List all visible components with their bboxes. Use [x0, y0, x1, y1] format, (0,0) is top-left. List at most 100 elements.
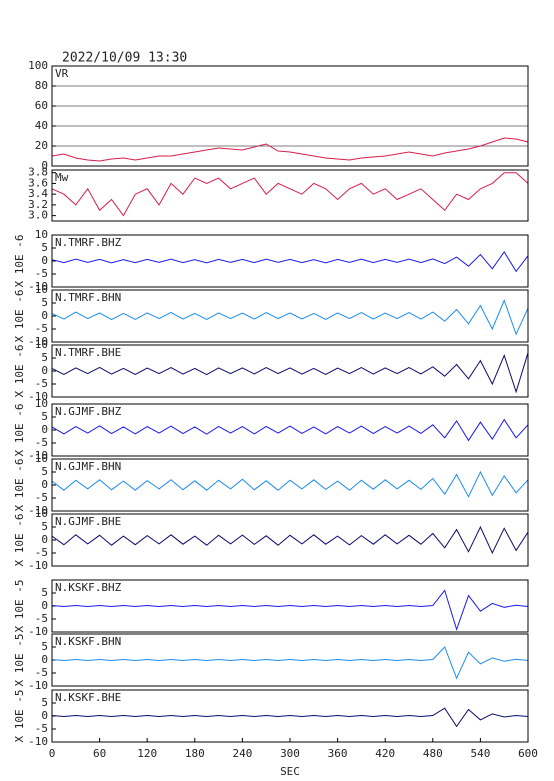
x-tick-label: 180 — [185, 747, 205, 760]
y-tick-label: 5 — [41, 351, 48, 364]
y-tick-label: 100 — [28, 59, 48, 72]
y-axis-label: X 10E -6 — [13, 235, 26, 288]
y-axis-label: X 10E -6 — [13, 514, 26, 567]
panel-label: N.KSKF.BHE — [55, 691, 121, 704]
y-tick-label: 10 — [35, 452, 48, 465]
y-axis-label: X 10E -6 — [13, 404, 26, 457]
y-tick-label: 10 — [35, 283, 48, 296]
y-tick-label: -10 — [28, 335, 48, 348]
trace — [51, 707, 529, 728]
y-tick-label: 0 — [41, 423, 48, 436]
panel-label: N.GJMF.BHE — [55, 515, 121, 528]
panel-label: N.TMRF.BHE — [55, 346, 121, 359]
trace — [51, 299, 529, 336]
chart-title: 2022/10/09 13:30 — [62, 51, 187, 66]
x-tick-label: 540 — [470, 747, 490, 760]
y-tick-label: -5 — [35, 666, 48, 679]
x-tick-label: 120 — [137, 747, 157, 760]
y-tick-label: 5 — [41, 241, 48, 254]
y-tick-label: 40 — [35, 119, 48, 132]
y-tick-label: -10 — [28, 449, 48, 462]
y-tick-label: 5 — [41, 586, 48, 599]
x-tick-label: 0 — [49, 747, 56, 760]
panel-label: N.TMRF.BHN — [55, 291, 121, 304]
y-tick-label: 3.4 — [28, 187, 48, 200]
y-tick-label: 3.6 — [28, 176, 48, 189]
y-tick-label: 0 — [41, 364, 48, 377]
y-tick-label: 5 — [41, 410, 48, 423]
y-tick-label: -5 — [35, 546, 48, 559]
y-tick-label: -10 — [28, 679, 48, 692]
y-tick-label: 0 — [41, 709, 48, 722]
y-tick-label: 5 — [41, 696, 48, 709]
y-tick-label: -5 — [35, 612, 48, 625]
panel-frame — [51, 458, 529, 512]
y-tick-label: 10 — [35, 338, 48, 351]
y-tick-label: 0 — [41, 254, 48, 267]
y-tick-label: 3.2 — [28, 198, 48, 211]
y-tick-label: 5 — [41, 296, 48, 309]
trace — [51, 589, 529, 632]
y-tick-label: -10 — [28, 735, 48, 748]
panel-label: N.GJMF.BHN — [55, 460, 121, 473]
trace — [51, 352, 529, 394]
panel-frame — [51, 579, 529, 633]
panel-label: N.TMRF.BHZ — [55, 236, 122, 249]
y-tick-label: 80 — [35, 79, 48, 92]
y-tick-label: 10 — [35, 397, 48, 410]
y-tick-label: -5 — [35, 491, 48, 504]
y-tick-label: 0 — [41, 599, 48, 612]
y-tick-label: -10 — [28, 559, 48, 572]
panel-label: N.GJMF.BHZ — [55, 405, 122, 418]
y-axis-label: X 10E -6 — [13, 459, 26, 512]
y-tick-label: 0 — [41, 309, 48, 322]
x-tick-label: 60 — [93, 747, 106, 760]
y-axis-label: X 10E -5 — [13, 580, 26, 633]
trace — [51, 418, 529, 442]
trace — [51, 137, 529, 162]
x-tick-label: 240 — [232, 747, 252, 760]
y-tick-label: 10 — [35, 507, 48, 520]
y-tick-label: -5 — [35, 436, 48, 449]
trace — [51, 172, 529, 217]
x-tick-label: 300 — [280, 747, 300, 760]
y-axis-label: X 10E -6 — [13, 345, 26, 398]
y-axis-label: X 10E -6 — [13, 290, 26, 343]
panel-frame — [51, 513, 529, 567]
panel-frame — [51, 633, 529, 687]
y-tick-label: -5 — [35, 267, 48, 280]
y-tick-label: 3.8 — [28, 166, 48, 179]
y-tick-label: 0 — [41, 478, 48, 491]
y-tick-label: -10 — [28, 625, 48, 638]
x-axis-label: SEC — [280, 765, 300, 778]
y-axis-label: X 10E -5 — [13, 690, 26, 743]
y-tick-label: 0 — [41, 159, 48, 172]
panel-frame — [51, 65, 529, 167]
trace — [51, 646, 529, 680]
x-tick-label: 480 — [423, 747, 443, 760]
trace — [51, 470, 529, 498]
panel-label: VR — [55, 67, 69, 80]
y-tick-label: 3.0 — [28, 209, 48, 222]
y-tick-label: 0 — [41, 533, 48, 546]
y-tick-label: -5 — [35, 322, 48, 335]
panel-frame — [51, 169, 529, 222]
y-tick-label: -10 — [28, 504, 48, 517]
y-tick-label: 10 — [35, 228, 48, 241]
panel-label: N.KSKF.BHN — [55, 635, 121, 648]
x-tick-label: 420 — [375, 747, 395, 760]
y-tick-label: 5 — [41, 520, 48, 533]
panel-frame — [51, 234, 529, 288]
y-tick-label: 20 — [35, 139, 48, 152]
panel-label: Mw — [55, 171, 69, 184]
y-tick-label: 0 — [41, 653, 48, 666]
panel-label: N.KSKF.BHZ — [55, 581, 122, 594]
x-tick-label: 360 — [328, 747, 348, 760]
y-axis-label: X 10E -5 — [13, 634, 26, 687]
trace — [51, 525, 529, 555]
trace — [51, 250, 529, 273]
panel-frame — [51, 403, 529, 457]
y-tick-label: -10 — [28, 390, 48, 403]
y-tick-label: 60 — [35, 99, 48, 112]
